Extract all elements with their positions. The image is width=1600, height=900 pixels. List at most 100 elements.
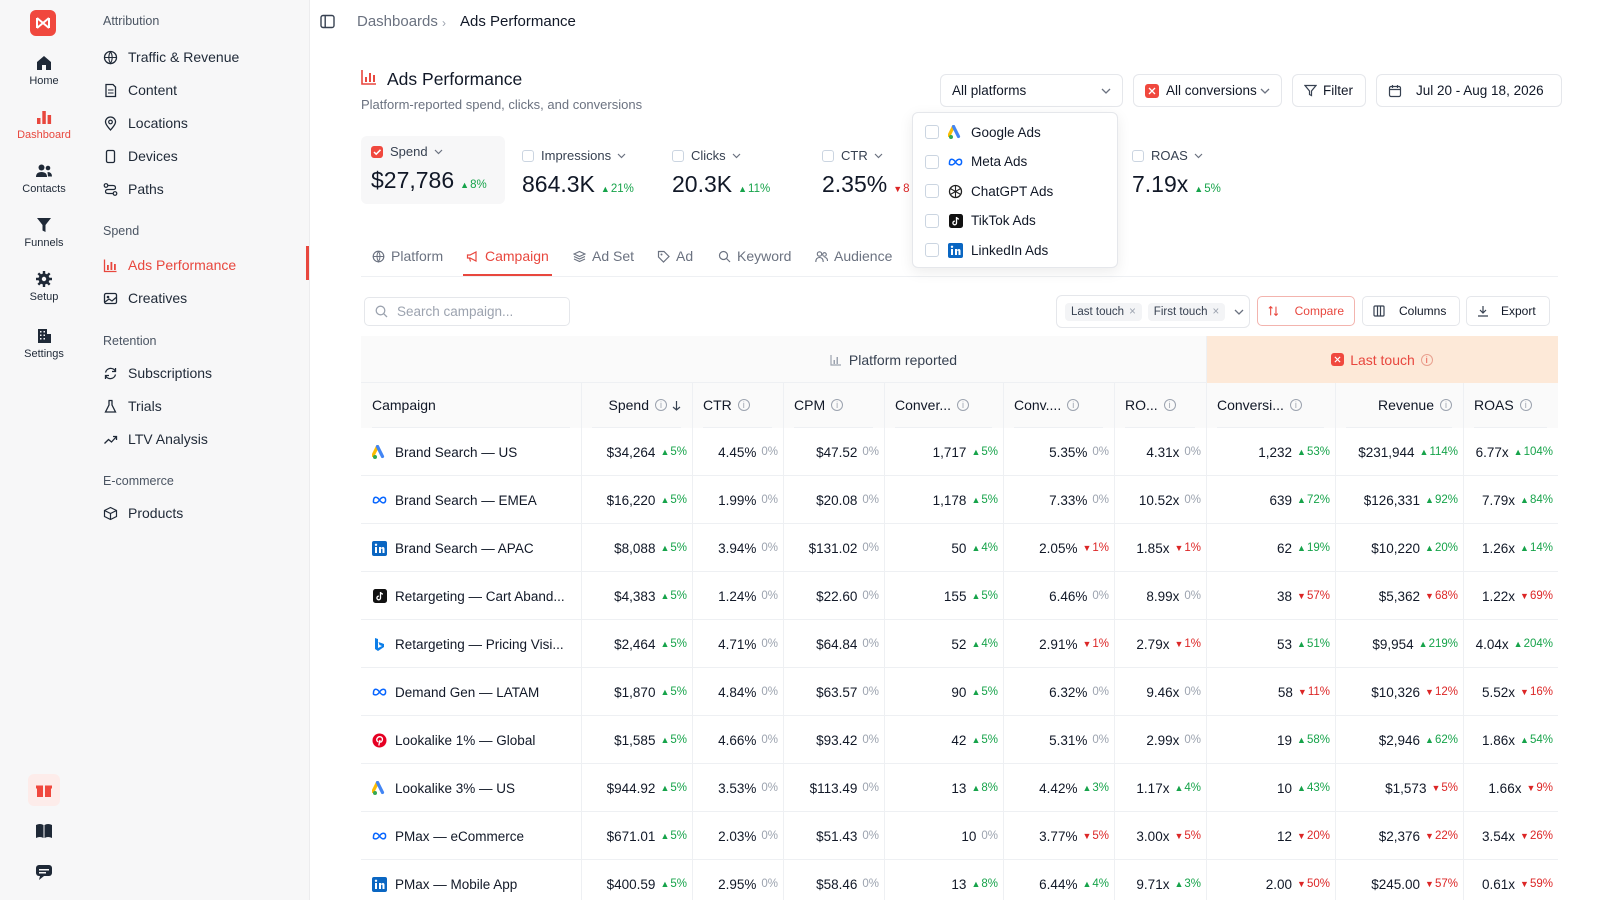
campaign-name-cell[interactable]: Retargeting — Pricing Visi... xyxy=(372,620,574,668)
gift-icon[interactable] xyxy=(28,774,60,806)
sidebar-toggle-icon[interactable] xyxy=(320,14,335,34)
table-row[interactable]: Demand Gen — LATAM $1,870 ▲5% 4.84% 0% $63.57… xyxy=(361,668,1558,716)
column-header-spend[interactable]: Spend i xyxy=(592,383,681,428)
info-icon[interactable]: i xyxy=(1289,399,1302,411)
nav-item-creatives[interactable]: Creatives xyxy=(103,285,298,311)
metric-checkbox[interactable] xyxy=(822,149,834,162)
metric-roas[interactable]: ROAS 7.19x ▲5% xyxy=(1122,138,1262,202)
table-row[interactable]: Retargeting — Cart Aband... $4,383 ▲5% 1.24… xyxy=(361,572,1558,620)
column-header-conversi[interactable]: Conversi... i xyxy=(1217,383,1324,428)
search-campaign-input[interactable]: Search campaign... xyxy=(364,297,570,326)
nav-item-subscriptions[interactable]: Subscriptions xyxy=(103,360,298,386)
export-button[interactable]: Export xyxy=(1466,296,1550,326)
rail-funnels[interactable]: Funnels xyxy=(0,216,88,249)
campaign-name-cell[interactable]: Brand Search — US xyxy=(372,428,574,476)
column-header-ctr[interactable]: CTR i xyxy=(703,383,772,428)
tab-ad[interactable]: Ad xyxy=(657,248,693,264)
option-checkbox[interactable] xyxy=(925,184,939,198)
date-range-button[interactable]: Jul 20 - Aug 18, 2026 xyxy=(1376,74,1562,107)
metric-checkbox[interactable] xyxy=(1132,149,1144,162)
table-row[interactable]: Lookalike 1% — Global $1,585 ▲5% 4.66% 0% $93… xyxy=(361,716,1558,764)
filter-button[interactable]: Filter xyxy=(1292,74,1366,107)
metric-checkbox[interactable] xyxy=(371,145,383,158)
chevron-down-icon[interactable] xyxy=(874,153,883,159)
app-logo[interactable] xyxy=(30,10,56,36)
campaign-name-cell[interactable]: Demand Gen — LATAM xyxy=(372,668,574,716)
rail-settings[interactable]: Settings xyxy=(0,327,88,360)
info-icon[interactable]: i xyxy=(1163,399,1176,411)
chevron-down-icon[interactable] xyxy=(1194,153,1203,159)
campaign-name-cell[interactable]: Retargeting — Cart Aband... xyxy=(372,572,574,620)
campaign-name-cell[interactable]: PMax — eCommerce xyxy=(372,812,574,860)
chevron-down-icon[interactable] xyxy=(434,149,443,155)
remove-chip-icon[interactable]: × xyxy=(1212,305,1220,318)
nav-item-traffic-revenue[interactable]: Traffic & Revenue xyxy=(103,44,298,70)
nav-item-trials[interactable]: Trials xyxy=(103,393,298,419)
metric-clicks[interactable]: Clicks 20.3K ▲11% xyxy=(662,138,802,202)
sort-desc-icon[interactable] xyxy=(672,400,681,411)
metric-checkbox[interactable] xyxy=(522,149,534,162)
rail-home[interactable]: Home xyxy=(0,54,88,87)
column-header-ro[interactable]: RO... i xyxy=(1125,383,1195,428)
option-checkbox[interactable] xyxy=(925,243,939,257)
platform-option-google-ads[interactable]: Google Ads xyxy=(925,121,1041,143)
metric-impressions[interactable]: Impressions 864.3K ▲21% xyxy=(512,138,652,202)
rail-contacts[interactable]: Contacts xyxy=(0,162,88,195)
platform-option-meta-ads[interactable]: Meta Ads xyxy=(925,151,1027,173)
nav-item-content[interactable]: Content xyxy=(103,77,298,103)
nav-item-paths[interactable]: Paths xyxy=(103,176,298,202)
table-row[interactable]: Brand Search — APAC $8,088 ▲5% 3.94% 0% $131.… xyxy=(361,524,1558,572)
compare-button[interactable]: Compare xyxy=(1257,296,1355,326)
column-header-conv[interactable]: Conv.... i xyxy=(1014,383,1103,428)
tab-keyword[interactable]: Keyword xyxy=(718,248,791,264)
info-icon[interactable]: i xyxy=(1440,399,1452,411)
campaign-name-cell[interactable]: PMax — Mobile App xyxy=(372,860,574,900)
info-icon[interactable]: i xyxy=(655,399,667,411)
table-row[interactable]: Retargeting — Pricing Visi... $2,464 ▲5% 4.… xyxy=(361,620,1558,668)
nav-item-locations[interactable]: Locations xyxy=(103,110,298,136)
info-icon[interactable]: i xyxy=(1420,353,1433,366)
tab-platform[interactable]: Platform xyxy=(372,248,443,264)
metric-ctr[interactable]: CTR 2.35% ▼8 xyxy=(812,138,952,202)
option-checkbox[interactable] xyxy=(925,125,939,139)
tab-audience[interactable]: Audience xyxy=(815,248,892,264)
column-header-roas[interactable]: ROAS i xyxy=(1474,383,1547,428)
info-icon[interactable]: i xyxy=(957,399,970,411)
table-row[interactable]: PMax — Mobile App $400.59 ▲5% 2.95% 0% $58.46… xyxy=(361,860,1558,900)
campaign-name-cell[interactable]: Lookalike 3% — US xyxy=(372,764,574,812)
platform-option-tiktok-ads[interactable]: TikTok Ads xyxy=(925,210,1036,232)
campaign-name-cell[interactable]: Lookalike 1% — Global xyxy=(372,716,574,764)
nav-item-ads-performance[interactable]: Ads Performance xyxy=(103,252,298,278)
platform-option-chatgpt-ads[interactable]: ChatGPT Ads xyxy=(925,180,1053,202)
metric-checkbox[interactable] xyxy=(672,149,684,162)
column-header-revenue[interactable]: Revenue i xyxy=(1346,383,1452,428)
column-header-conver[interactable]: Conver... i xyxy=(895,383,992,428)
nav-item-devices[interactable]: Devices xyxy=(103,143,298,169)
chevron-down-icon[interactable] xyxy=(732,153,741,159)
platform-select[interactable]: All platforms xyxy=(940,74,1123,107)
breadcrumb-parent[interactable]: Dashboards xyxy=(357,13,438,30)
table-row[interactable]: Brand Search — EMEA $16,220 ▲5% 1.99% 0% $20.… xyxy=(361,476,1558,524)
info-icon[interactable]: i xyxy=(737,399,750,411)
rail-setup[interactable]: Setup xyxy=(0,270,88,303)
chat-icon[interactable] xyxy=(28,856,60,888)
chevron-down-icon[interactable] xyxy=(617,153,626,159)
info-icon[interactable]: i xyxy=(831,399,844,411)
platform-option-linkedin-ads[interactable]: LinkedIn Ads xyxy=(925,239,1048,261)
info-icon[interactable]: i xyxy=(1519,399,1532,411)
column-header-campaign[interactable]: Campaign xyxy=(372,383,570,428)
remove-chip-icon[interactable]: × xyxy=(1129,305,1136,318)
option-checkbox[interactable] xyxy=(925,213,939,228)
book-icon[interactable] xyxy=(28,815,60,847)
nav-item-products[interactable]: Products xyxy=(103,500,298,526)
campaign-name-cell[interactable]: Brand Search — APAC xyxy=(372,524,574,572)
metric-spend[interactable]: Spend $27,786 ▲8% xyxy=(361,136,505,204)
info-icon[interactable]: i xyxy=(1067,399,1080,411)
attribution-model-select[interactable]: Last touch × First touch × xyxy=(1056,295,1250,328)
tab-ad-set[interactable]: Ad Set xyxy=(573,248,634,264)
campaign-name-cell[interactable]: Brand Search — EMEA xyxy=(372,476,574,524)
columns-button[interactable]: Columns xyxy=(1362,296,1460,326)
nav-item-ltv-analysis[interactable]: LTV Analysis xyxy=(103,426,298,452)
table-row[interactable]: Lookalike 3% — US $944.92 ▲5% 3.53% 0% $113.4… xyxy=(361,764,1558,812)
table-row[interactable]: Brand Search — US $34,264 ▲5% 4.45% 0% $47.52… xyxy=(361,428,1558,476)
